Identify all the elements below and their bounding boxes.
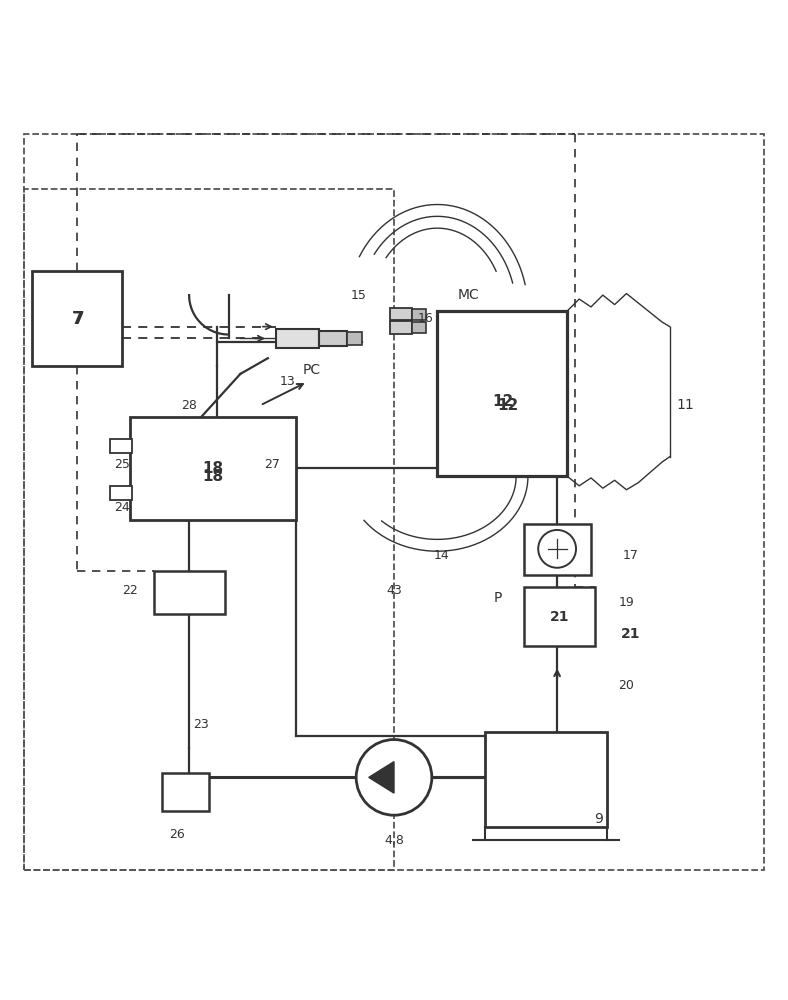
Bar	[276, 329, 319, 348]
Text: 43: 43	[386, 584, 402, 597]
Text: 12: 12	[492, 394, 513, 409]
Bar	[524, 587, 595, 646]
Bar	[347, 332, 362, 345]
Text: 27: 27	[264, 458, 280, 471]
Text: 9: 9	[594, 812, 604, 826]
Text: 26: 26	[169, 828, 185, 841]
Text: PC: PC	[302, 363, 321, 377]
Text: 16: 16	[418, 312, 433, 325]
Text: 24: 24	[114, 501, 130, 514]
Bar	[32, 271, 122, 366]
Text: 11: 11	[677, 398, 694, 412]
Text: 22: 22	[122, 584, 138, 597]
Text: 21: 21	[550, 610, 569, 624]
Text: 14: 14	[433, 549, 449, 562]
Polygon shape	[369, 762, 394, 793]
Bar	[437, 311, 567, 476]
Circle shape	[356, 740, 432, 815]
Bar	[130, 417, 296, 520]
Text: 19: 19	[619, 596, 634, 609]
Bar	[390, 321, 412, 334]
Text: 7: 7	[73, 310, 84, 328]
Bar	[110, 439, 132, 453]
Bar	[524, 524, 591, 575]
Bar	[412, 309, 426, 320]
Text: P: P	[494, 591, 502, 605]
Bar	[154, 571, 225, 614]
Bar	[24, 189, 394, 870]
Text: 20: 20	[619, 679, 634, 692]
Bar	[390, 308, 412, 320]
Bar	[485, 732, 607, 827]
Text: 18: 18	[203, 469, 223, 484]
Text: 21: 21	[621, 627, 640, 641]
Text: 23: 23	[193, 718, 209, 731]
Bar	[110, 486, 132, 500]
Text: 15: 15	[351, 289, 366, 302]
Text: 17: 17	[623, 549, 638, 562]
Text: 18: 18	[203, 461, 223, 476]
Text: 4,8: 4,8	[384, 834, 404, 847]
Bar	[319, 331, 347, 346]
Text: 7: 7	[72, 310, 83, 328]
Text: 12: 12	[498, 398, 519, 413]
Bar	[412, 322, 426, 333]
Circle shape	[538, 530, 576, 568]
Text: 28: 28	[181, 399, 197, 412]
Text: MC: MC	[458, 288, 480, 302]
Text: 13: 13	[280, 375, 296, 388]
Text: 25: 25	[114, 458, 130, 471]
Bar	[162, 773, 209, 811]
